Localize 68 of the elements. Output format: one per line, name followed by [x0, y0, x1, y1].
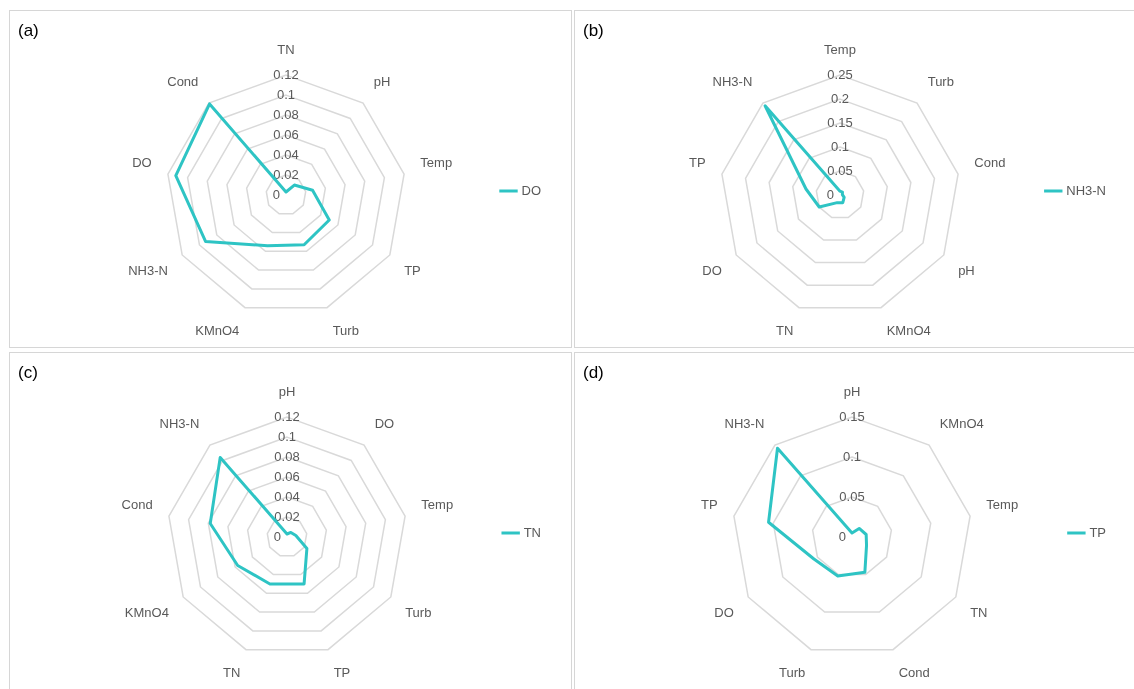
legend-label: NH3-N [1066, 182, 1107, 198]
spoke-label: DO [374, 416, 395, 432]
y-tick-label: 0.02 [273, 166, 299, 182]
y-tick-label: 0.04 [273, 146, 299, 162]
spoke-label: NH3-N [128, 262, 168, 278]
y-tick-label: 0.1 [277, 428, 297, 444]
spoke-label: KMnO4 [195, 322, 240, 338]
y-tick-label: 0.12 [274, 408, 300, 424]
spoke-label: TP [404, 262, 421, 278]
chart-title: (c) [18, 363, 38, 383]
y-tick-label: 0.1 [842, 448, 862, 464]
y-tick-label: 0.1 [830, 138, 850, 154]
spoke-label: TP [701, 497, 718, 513]
spoke-label: Temp [421, 497, 454, 513]
spoke-label: Cond [167, 74, 199, 90]
y-tick-label: 0.06 [274, 468, 300, 484]
spoke-label: Turb [332, 322, 359, 338]
y-tick-label: 0.05 [839, 488, 865, 504]
y-tick-label: 0 [838, 528, 846, 544]
spoke-label: TN [223, 664, 241, 680]
legend-label: TP [1089, 524, 1107, 540]
chart-title: (b) [583, 21, 604, 41]
y-tick-label: 0.04 [274, 488, 300, 504]
spoke-label: Turb [779, 664, 806, 680]
y-tick-label: 0.08 [273, 106, 299, 122]
y-tick-label: 0.12 [273, 66, 299, 82]
chart-title: (a) [18, 21, 39, 41]
y-tick-label: 0 [273, 528, 281, 544]
spoke-label: Temp [824, 42, 856, 58]
spoke-label: NH3-N [712, 74, 753, 90]
spoke-label: KMnO4 [124, 604, 169, 620]
y-tick-label: 0.1 [276, 86, 296, 102]
spoke-label: KMnO4 [886, 322, 931, 338]
spoke-label: TN [277, 42, 295, 58]
spoke-label: Temp [420, 155, 453, 171]
spoke-label: DO [702, 262, 722, 278]
legend-label: TN [523, 524, 542, 540]
y-tick-label: 0.02 [274, 508, 300, 524]
y-tick-label: 0.05 [827, 162, 853, 178]
spoke-label: Turb [927, 74, 954, 90]
y-tick-label: 0.15 [827, 114, 853, 130]
spoke-label: pH [958, 262, 975, 278]
spoke-label: TN [970, 604, 988, 620]
spoke-label: Temp [986, 497, 1019, 513]
y-tick-label: 0 [272, 186, 280, 202]
spoke-label: KMnO4 [939, 416, 984, 432]
spoke-label: pH [843, 384, 861, 400]
spoke-label: DO [132, 155, 152, 171]
spoke-label: Cond [898, 664, 930, 680]
chart-title: (d) [583, 363, 604, 383]
spoke-label: DO [714, 604, 734, 620]
spoke-label: TP [689, 155, 706, 171]
spoke-label: Turb [405, 604, 432, 620]
y-tick-label: 0.08 [274, 448, 300, 464]
spoke-label: TN [776, 322, 794, 338]
spoke-label: Cond [121, 497, 153, 513]
legend-label: DO [521, 182, 541, 198]
y-tick-label: 0.25 [827, 66, 853, 82]
spoke-label: Cond [974, 155, 1006, 171]
spoke-label: NH3-N [159, 416, 200, 432]
y-tick-label: 0.06 [273, 126, 299, 142]
spoke-label: NH3-N [724, 416, 765, 432]
y-tick-label: 0 [826, 186, 834, 202]
y-tick-label: 0.2 [830, 90, 850, 106]
spoke-label: TP [333, 664, 351, 680]
spoke-label: pH [278, 384, 296, 400]
y-tick-label: 0.15 [839, 408, 865, 424]
spoke-label: pH [373, 74, 391, 90]
